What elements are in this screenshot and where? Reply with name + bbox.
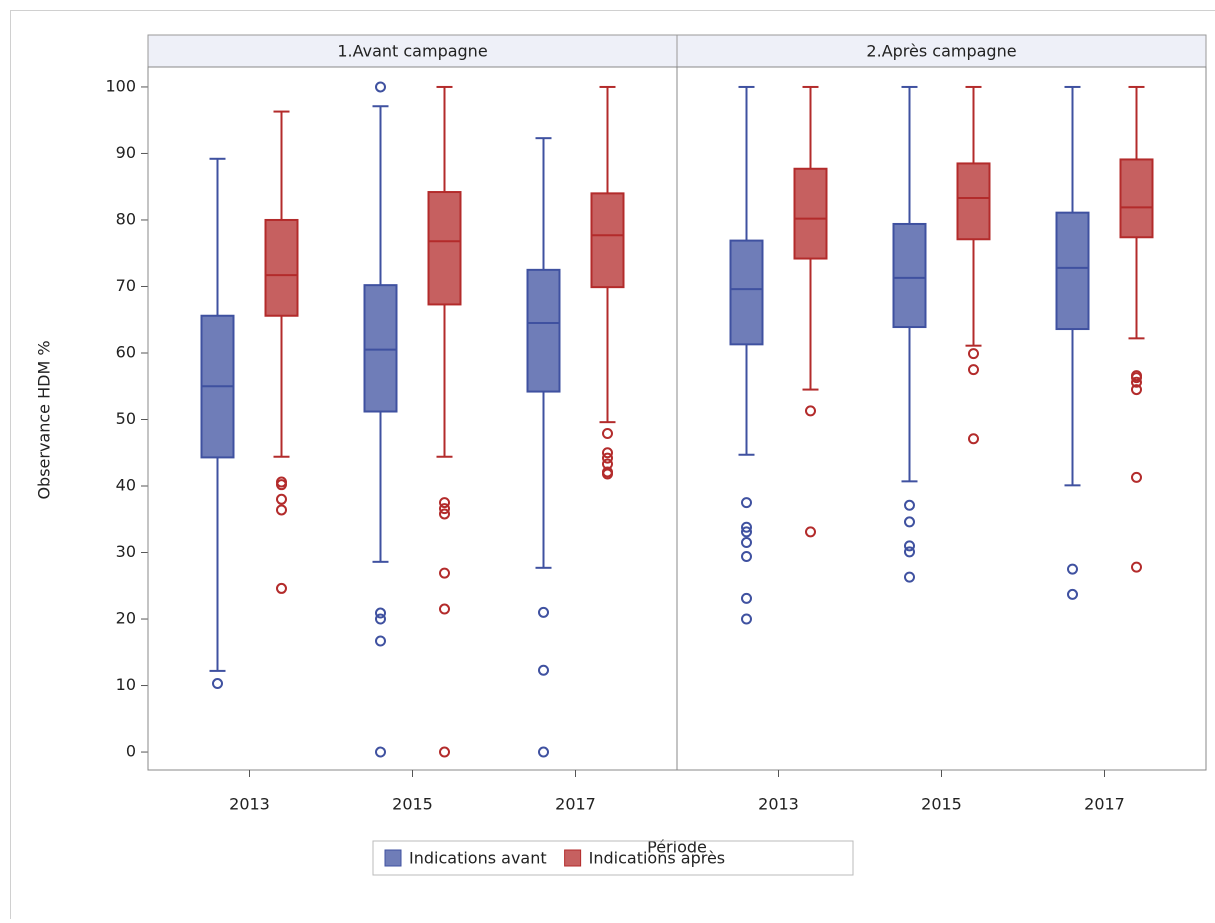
outlier bbox=[742, 594, 751, 603]
y-tick-label: 30 bbox=[116, 542, 136, 561]
outlier bbox=[806, 527, 815, 536]
y-tick-label: 100 bbox=[105, 76, 136, 95]
outlier bbox=[742, 615, 751, 624]
box bbox=[731, 241, 763, 345]
outlier bbox=[1068, 565, 1077, 574]
y-axis-label: Observance HDM % bbox=[35, 340, 54, 499]
box bbox=[528, 270, 560, 392]
outlier bbox=[376, 82, 385, 91]
outlier bbox=[742, 538, 751, 547]
outlier bbox=[277, 584, 286, 593]
outlier bbox=[277, 495, 286, 504]
outlier bbox=[905, 501, 914, 510]
box bbox=[1121, 159, 1153, 237]
legend-label: Indications après bbox=[589, 849, 726, 868]
y-tick-label: 80 bbox=[116, 209, 136, 228]
y-tick-label: 90 bbox=[116, 143, 136, 162]
y-tick-label: 40 bbox=[116, 476, 136, 495]
outlier bbox=[1132, 473, 1141, 482]
outlier bbox=[905, 573, 914, 582]
outlier bbox=[742, 498, 751, 507]
outlier bbox=[277, 505, 286, 514]
outlier bbox=[806, 406, 815, 415]
outlier bbox=[376, 615, 385, 624]
box bbox=[894, 224, 926, 327]
x-tick-label: 2017 bbox=[555, 795, 596, 814]
outlier bbox=[440, 605, 449, 614]
outlier bbox=[969, 434, 978, 443]
outlier bbox=[969, 365, 978, 374]
outlier bbox=[905, 517, 914, 526]
outlier bbox=[440, 748, 449, 757]
x-tick-label: 2017 bbox=[1084, 795, 1125, 814]
legend-swatch bbox=[385, 850, 401, 866]
y-tick-label: 0 bbox=[126, 742, 136, 761]
box bbox=[795, 169, 827, 259]
box bbox=[592, 193, 624, 287]
box bbox=[429, 192, 461, 304]
legend-swatch bbox=[565, 850, 581, 866]
y-tick-label: 60 bbox=[116, 342, 136, 361]
outlier bbox=[1068, 590, 1077, 599]
box bbox=[365, 285, 397, 411]
x-tick-label: 2015 bbox=[392, 795, 433, 814]
outlier bbox=[905, 547, 914, 556]
outlier bbox=[742, 552, 751, 561]
y-tick-label: 50 bbox=[116, 409, 136, 428]
outlier bbox=[603, 429, 612, 438]
y-tick-label: 10 bbox=[116, 675, 136, 694]
y-tick-label: 70 bbox=[116, 276, 136, 295]
x-tick-label: 2013 bbox=[229, 795, 270, 814]
box bbox=[958, 163, 990, 239]
outlier bbox=[376, 748, 385, 757]
box bbox=[1057, 213, 1089, 329]
panel-title: 2.Après campagne bbox=[866, 42, 1016, 61]
outlier bbox=[440, 569, 449, 578]
legend-label: Indications avant bbox=[409, 849, 547, 868]
outlier bbox=[969, 349, 978, 358]
outlier bbox=[1132, 563, 1141, 572]
y-tick-label: 20 bbox=[116, 609, 136, 628]
x-tick-label: 2013 bbox=[758, 795, 799, 814]
outlier bbox=[539, 666, 548, 675]
outlier bbox=[539, 748, 548, 757]
box bbox=[266, 220, 298, 316]
outlier bbox=[539, 608, 548, 617]
outlier bbox=[213, 679, 222, 688]
outlier bbox=[376, 636, 385, 645]
x-tick-label: 2015 bbox=[921, 795, 962, 814]
panel-title: 1.Avant campagne bbox=[337, 42, 487, 61]
